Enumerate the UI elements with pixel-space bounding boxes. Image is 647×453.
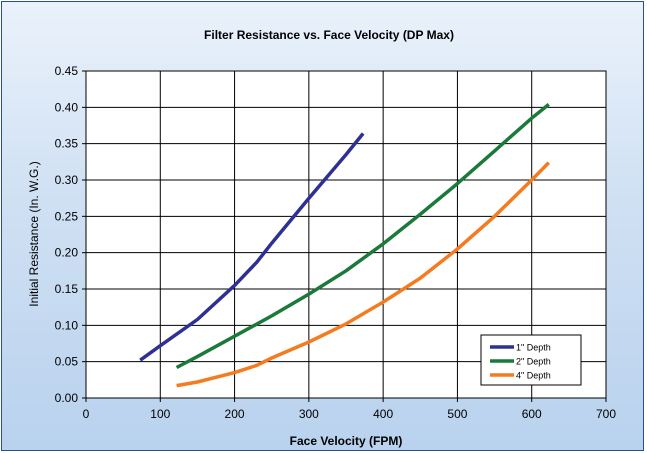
x-axis-ticks: 0 100 200 300 400 500 600 700: [83, 398, 616, 421]
x-axis-label: Face Velocity (FPM): [290, 434, 403, 448]
series-lines: [139, 103, 551, 388]
x-tick-label: 600: [522, 407, 542, 421]
legend: 1" Depth 2" Depth 4" Depth: [480, 334, 582, 386]
legend-label-1: 1" Depth: [516, 343, 551, 353]
legend-label-2: 2" Depth: [516, 357, 551, 367]
x-tick-label: 300: [299, 407, 319, 421]
y-axis-label: Initial Resistance (In. W.G.): [27, 161, 41, 306]
y-tick-label: 0.30: [55, 173, 79, 187]
legend-label-3: 4" Depth: [516, 371, 551, 381]
x-tick-label: 500: [447, 407, 467, 421]
chart-title: Filter Resistance vs. Face Velocity (DP …: [204, 28, 454, 42]
x-tick-label: 400: [373, 407, 393, 421]
series-line-2: [175, 103, 550, 370]
y-tick-label: 0.45: [55, 64, 79, 78]
y-tick-label: 0.25: [55, 209, 79, 223]
y-tick-label: 0.00: [55, 391, 79, 405]
y-axis-ticks: 0.00 0.05 0.10 0.15 0.20 0.25 0.30 0.35 0.40 0.45: [55, 64, 86, 405]
y-tick-label: 0.20: [55, 246, 79, 260]
y-tick-label: 0.35: [55, 137, 79, 151]
x-tick-label: 0: [83, 407, 90, 421]
y-tick-label: 0.05: [55, 355, 79, 369]
x-tick-label: 700: [596, 407, 616, 421]
x-tick-label: 100: [150, 407, 170, 421]
series-line-1: [139, 132, 365, 362]
y-tick-label: 0.40: [55, 100, 79, 114]
series-line-3: [176, 161, 551, 388]
x-tick-label: 200: [225, 407, 245, 421]
y-tick-label: 0.15: [55, 282, 79, 296]
y-tick-label: 0.10: [55, 318, 79, 332]
